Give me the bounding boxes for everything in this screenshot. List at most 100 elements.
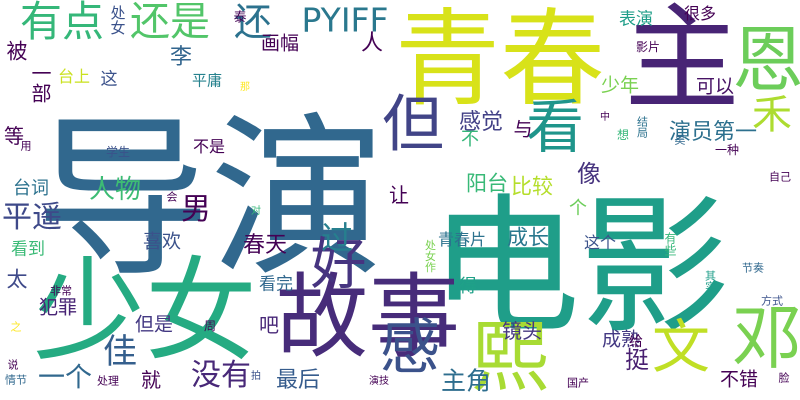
cloud-word: 很多 [683, 4, 717, 23]
cloud-word: 平庸 [191, 71, 223, 90]
cloud-word: 看到 [11, 239, 45, 260]
cloud-word: 不是 [192, 137, 226, 156]
cloud-word: 有些 [663, 232, 677, 256]
cloud-word: 最后 [275, 368, 321, 393]
cloud-word: 一个 [38, 362, 92, 394]
cloud-word: 看完 [259, 274, 293, 295]
cloud-word: 主 [624, 0, 740, 127]
cloud-word: 演技 [369, 376, 389, 387]
cloud-word: 表演 [619, 9, 653, 30]
cloud-word: 禾 [752, 92, 792, 138]
cloud-word: 结局 [635, 116, 649, 138]
cloud-word: 用 [20, 139, 32, 153]
cloud-word: 其实 [703, 270, 717, 292]
cloud-word: 没有 [191, 358, 251, 393]
cloud-word: 吧 [259, 313, 279, 337]
cloud-word: 男 [181, 192, 211, 227]
cloud-word: 李 [169, 45, 193, 70]
cloud-word: 就 [141, 368, 161, 392]
cloud-word: 阳台 [466, 171, 508, 196]
cloud-word: 像 [577, 160, 601, 188]
cloud-word: 佳 [103, 332, 137, 372]
cloud-word: 等 [4, 124, 24, 148]
cloud-word: 被 [6, 39, 28, 64]
cloud-word: 让 [389, 183, 409, 207]
cloud-word: 一部 [28, 63, 52, 103]
cloud-word: 有点 [19, 0, 105, 46]
cloud-word: 这个 [583, 233, 617, 252]
cloud-word: 恩 [731, 18, 800, 102]
cloud-word: 好 [301, 234, 366, 290]
cloud-word: 泰 [233, 10, 247, 26]
cloud-word: 太 [6, 267, 28, 292]
cloud-word: 镜头 [502, 319, 542, 343]
cloud-word: 这 [100, 69, 118, 90]
cloud-word: PYIFF [301, 0, 389, 40]
cloud-word: 节奏 [742, 261, 764, 275]
cloud-word: 方式 [761, 294, 783, 308]
cloud-word: 非常 [50, 284, 72, 298]
cloud-word: 还是 [130, 0, 210, 45]
cloud-word: 看 [516, 96, 584, 154]
cloud-word: 导演 [35, 98, 385, 302]
cloud-word: 春天 [242, 233, 288, 258]
cloud-word: 脸 [778, 371, 790, 385]
cloud-word: 还 [233, 0, 273, 44]
cloud-word: 中 [600, 112, 610, 123]
cloud-word: 周 [203, 319, 217, 333]
cloud-word: 自己 [769, 170, 791, 184]
cloud-word: 故事 [275, 264, 461, 371]
cloud-word: 但是 [134, 313, 174, 336]
cloud-word: 演员第一 [668, 120, 758, 145]
cloud-word: 但 [371, 91, 444, 153]
cloud-word: 挺 [625, 346, 649, 374]
cloud-word: 国产 [567, 376, 589, 390]
cloud-word: 电影 [429, 181, 731, 355]
cloud-word: 一种 [714, 143, 740, 157]
cloud-word: 对 [251, 206, 261, 217]
cloud-word: 平遥 [2, 200, 62, 235]
cloud-word: 少年 [600, 74, 640, 97]
cloud-word: 感觉 [458, 110, 504, 135]
cloud-word: 犯罪 [38, 296, 78, 319]
cloud-word: 人物 [88, 175, 142, 205]
cloud-word: 感 [380, 313, 440, 383]
cloud-word: 说 [7, 358, 19, 372]
cloud-word: 影片 [635, 40, 661, 54]
cloud-word: 不错 [719, 368, 759, 391]
cloud-word: 处女 [108, 5, 127, 35]
cloud-word: 个 [569, 198, 587, 219]
cloud-word: 得 [459, 276, 477, 297]
cloud-word: 少女 [33, 247, 257, 377]
cloud-word: 过 [320, 219, 354, 257]
cloud-word: 拍 [251, 371, 261, 382]
cloud-word: 人 [360, 31, 384, 56]
cloud-word: 处女作 [423, 239, 437, 273]
cloud-word: 处理 [97, 374, 119, 388]
cloud-word: 成熟 [601, 328, 641, 351]
cloud-word: 情节 [5, 373, 27, 387]
cloud-word: 学生 [105, 145, 131, 159]
cloud-word: 邓 [732, 297, 800, 379]
cloud-word: 喜欢 [142, 230, 182, 253]
cloud-word: 熙 [470, 313, 550, 400]
cloud-word: 会 [166, 190, 178, 204]
cloud-word: 给 [629, 334, 643, 350]
cloud-word: 台词 [13, 178, 49, 199]
cloud-word: 那 [240, 82, 250, 93]
cloud-word: 青春片 [437, 230, 487, 249]
cloud-word: 之 [10, 320, 22, 334]
cloud-word: 昊 [674, 133, 686, 147]
cloud-word: 想 [616, 128, 630, 142]
cloud-word: 不 [461, 129, 479, 150]
cloud-word: 青春 [394, 0, 606, 121]
cloud-word: 文 [642, 316, 710, 374]
cloud-word: 台上 [57, 67, 91, 86]
cloud-word: 主角 [440, 366, 492, 396]
cloud-word: 比较 [511, 174, 553, 199]
cloud-word: 与 [513, 118, 533, 141]
cloud-word: 成长 [507, 225, 549, 250]
cloud-word: 可以 [695, 75, 735, 98]
cloud-word: 画幅 [260, 32, 300, 55]
